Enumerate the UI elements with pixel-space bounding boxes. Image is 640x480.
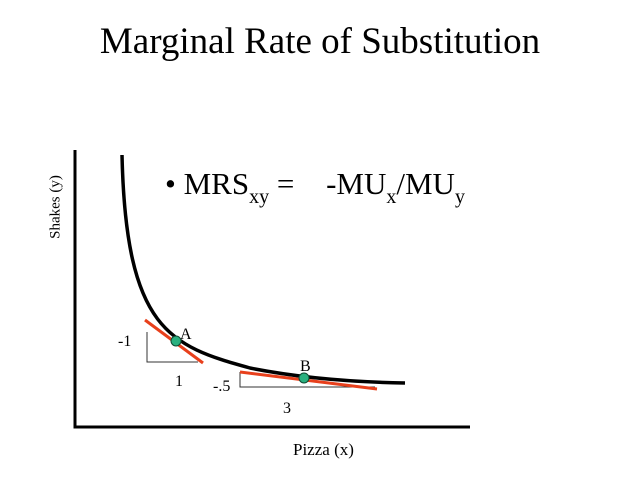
slope-triangle-b [239, 372, 375, 388]
point-b-run-label: 3 [283, 400, 291, 417]
formula-numerator-subscript: x [386, 186, 397, 208]
formula-lhs: MRS [183, 166, 250, 201]
point-b-marker [298, 372, 310, 384]
slope-triangle-a [146, 332, 198, 363]
bullet: • [165, 166, 176, 201]
formula-denominator: /MU [396, 166, 455, 201]
formula-numerator: -MU [326, 166, 387, 201]
point-a-marker [170, 335, 182, 347]
point-a-run-label: 1 [175, 373, 183, 390]
formula-denominator-subscript: y [454, 186, 465, 208]
indifference-curve [120, 154, 406, 385]
y-axis-label: Shakes (y) [47, 175, 64, 239]
slide-title: Marginal Rate of Substitution [99, 21, 541, 62]
formula-lhs-subscript: xy [249, 186, 270, 208]
formula-equals: = [276, 166, 295, 201]
mrs-formula: • MRSxy = -MUx/MUy [165, 166, 465, 207]
point-b-rise-label: -.5 [213, 378, 231, 395]
point-b-label: B [300, 358, 311, 375]
point-a-label: A [180, 326, 192, 343]
point-a-rise-label: -1 [118, 333, 132, 350]
x-axis-label: Pizza (x) [293, 440, 354, 459]
